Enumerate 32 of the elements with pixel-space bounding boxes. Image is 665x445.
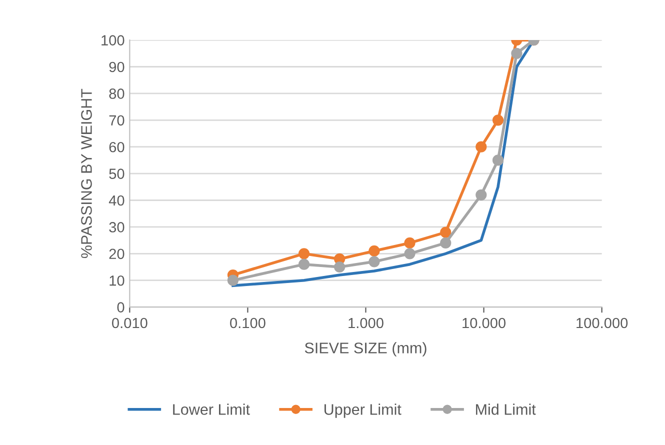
x-tick-label: 1.000 [348, 318, 384, 328]
point [368, 245, 380, 257]
legend-label: Upper Limit [324, 404, 402, 418]
y-tick-label: 100 [102, 35, 124, 46]
y-tick-label: 90 [109, 62, 124, 72]
x-axis-title: SIEVE SIZE (mm) [304, 342, 426, 356]
point [298, 248, 310, 260]
y-tick-label: 20 [109, 248, 124, 260]
point [476, 189, 487, 200]
y-tick-label: 10 [110, 275, 124, 286]
point [440, 226, 452, 238]
point [404, 248, 416, 260]
y-axis-title: %PASSING BY WEIGHT [81, 88, 92, 258]
legend-label: Mid Limit [476, 404, 536, 415]
x-tick-label: 100.000 [576, 318, 628, 328]
y-tick-label: 50 [109, 168, 124, 179]
y-tick-label: 80 [109, 88, 124, 99]
y-tick-label: 60 [109, 142, 124, 152]
point [368, 256, 380, 268]
legend-label: Lower Limit [173, 404, 250, 415]
x-tick-label: 10.000 [462, 318, 506, 328]
point [404, 237, 416, 249]
point [298, 258, 310, 270]
x-tick-label: 0.010 [112, 318, 148, 328]
y-tick-label: 70 [109, 115, 124, 126]
y-tick-label: 40 [108, 195, 124, 206]
point [440, 237, 452, 249]
x-tick-label: 0.100 [230, 318, 266, 328]
y-tick-label: 0 [117, 302, 124, 312]
point [334, 261, 346, 273]
point [476, 141, 487, 152]
y-tick-label: 30 [109, 222, 124, 232]
